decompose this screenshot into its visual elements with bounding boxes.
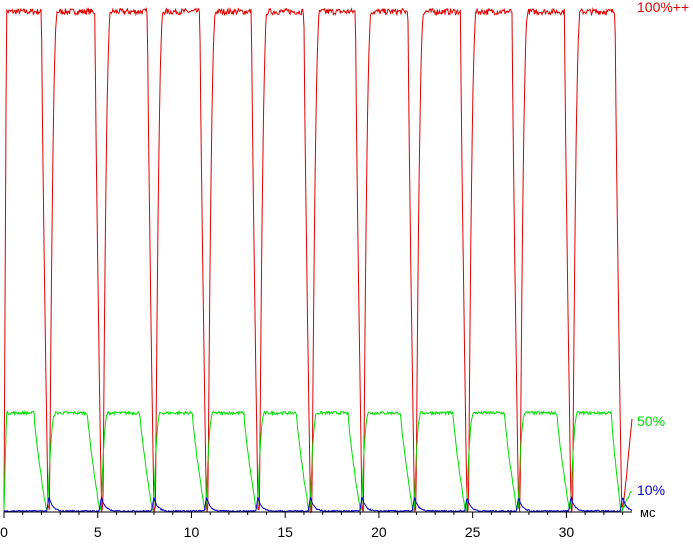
series-line-50 [3,409,633,513]
series-labels: 100%++ 50% 10% [637,0,689,498]
x-tick-label: 0 [0,524,8,540]
series-line-10 [3,495,633,513]
series-label-50: 50% [637,413,665,429]
series-label-10: 10% [637,482,665,498]
x-tick-label: 10 [184,524,200,540]
x-tick-label: 25 [465,524,481,540]
x-tick-label: 20 [371,524,387,540]
x-tick-label: 30 [559,524,575,540]
series-label-100: 100%++ [637,0,689,15]
series-group [3,6,633,514]
x-tick-label: 5 [94,524,102,540]
x-axis-ticks: 0 5 10 15 20 25 30 [0,512,624,540]
x-tick-label: 15 [277,524,293,540]
series-line-100 [3,6,633,514]
x-axis-unit-label: мс [640,505,656,520]
